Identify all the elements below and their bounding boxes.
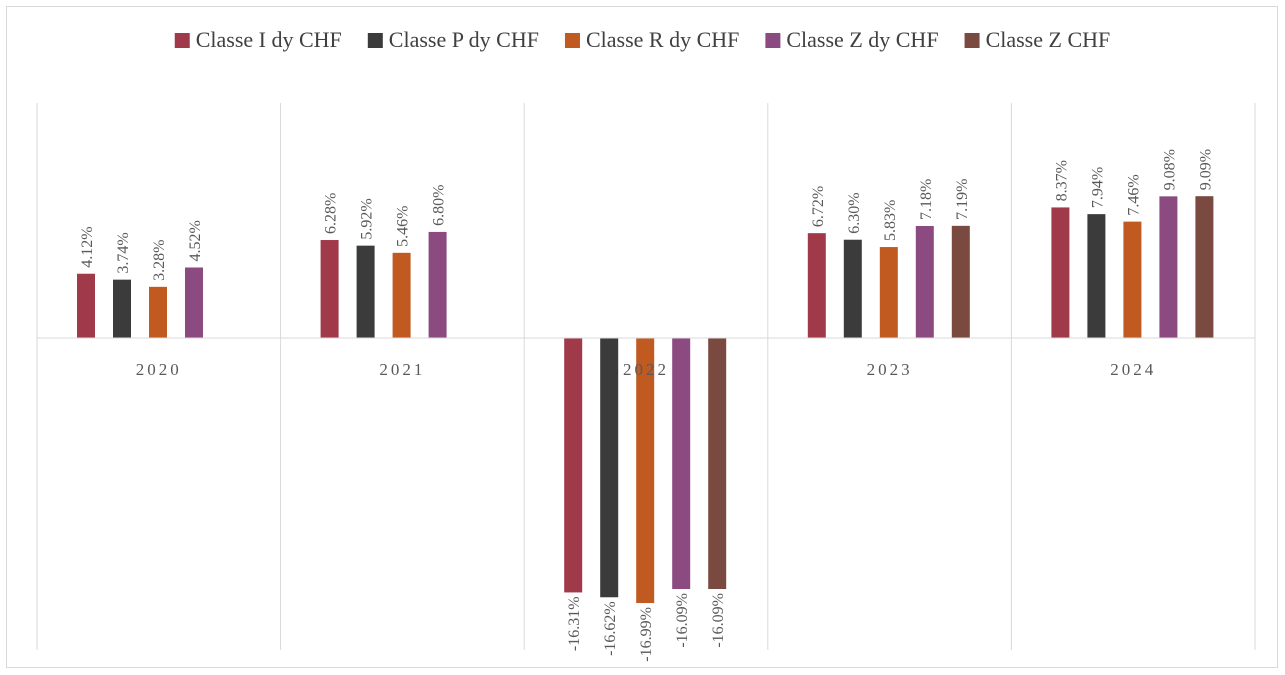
bar [843, 239, 862, 338]
legend-label: Classe I dy CHF [196, 27, 342, 52]
legend-swatch [964, 33, 980, 48]
data-label: 9.08% [1161, 149, 1178, 190]
x-tick-label: 2024 [1110, 360, 1156, 379]
data-label: -16.62% [602, 601, 619, 656]
bar [1195, 196, 1214, 338]
data-label: 9.09% [1197, 149, 1214, 190]
bar [1051, 207, 1070, 338]
x-tick-label: 2020 [136, 360, 182, 379]
data-label: -16.09% [710, 593, 727, 648]
legend-swatch [564, 33, 580, 48]
bar [708, 338, 727, 590]
legend-item: Classe P dy CHF [367, 27, 539, 52]
gridlines [36, 103, 1256, 650]
x-tick-label: 2021 [379, 360, 425, 379]
legend-item: Classe R dy CHF [564, 27, 739, 52]
bar [951, 225, 970, 338]
bar [356, 245, 375, 338]
bar [77, 273, 95, 338]
bar [392, 252, 411, 338]
x-tick-label: 2022 [623, 360, 669, 379]
data-label: 6.72% [810, 186, 827, 227]
data-labels: 4.12% 3.74% 3.28% 4.52% 6.28% 5.92% 5.46% 6.80%… [79, 149, 1214, 662]
bar [915, 225, 934, 338]
bar [807, 233, 826, 338]
legend-item: Classe I dy CHF [174, 27, 342, 52]
legend-label: Classe R dy CHF [586, 27, 739, 52]
bar [636, 338, 655, 604]
legend: Classe I dy CHF Classe P dy CHF Classe R d… [174, 27, 1111, 52]
data-label: 3.74% [115, 232, 132, 273]
legend-swatch [174, 33, 190, 48]
data-label: 6.80% [431, 185, 448, 226]
legend-item: Classe Z dy CHF [765, 27, 939, 52]
legend-swatch [367, 33, 383, 48]
bar [1159, 196, 1178, 338]
x-tick-label: 2023 [867, 360, 913, 379]
data-label: 6.28% [323, 193, 340, 234]
bar [149, 286, 167, 338]
legend-label: Classe P dy CHF [389, 27, 539, 52]
legend-item: Classe Z CHF [964, 27, 1111, 52]
bar [564, 338, 583, 593]
data-label: 5.92% [359, 198, 376, 239]
data-label: 7.19% [954, 179, 971, 220]
data-label: 4.52% [187, 220, 204, 261]
data-label: 3.28% [151, 240, 168, 281]
category-ticks: 2020 2021 2022 2023 2024 [136, 360, 1156, 379]
data-label: -16.09% [674, 593, 691, 648]
data-label: 7.18% [918, 179, 935, 220]
bars [77, 196, 1214, 604]
legend-label: Classe Z CHF [986, 27, 1111, 52]
bar [113, 279, 131, 338]
bar [428, 231, 447, 338]
data-label: -16.31% [566, 596, 583, 651]
data-label: 5.46% [395, 205, 412, 246]
data-label: 5.83% [882, 200, 899, 241]
data-label: 8.37% [1053, 160, 1070, 201]
bar [1123, 221, 1142, 338]
bar [672, 338, 691, 590]
data-label: 7.94% [1089, 167, 1106, 208]
bar [1087, 214, 1106, 338]
legend-label: Classe Z dy CHF [786, 27, 938, 52]
bar [879, 247, 898, 338]
data-label: -16.99% [638, 607, 655, 662]
data-label: 6.30% [846, 192, 863, 233]
bar [320, 240, 339, 338]
data-label: 4.12% [79, 226, 96, 267]
data-label: 7.46% [1125, 174, 1142, 215]
bar [600, 338, 619, 598]
bar [185, 267, 203, 338]
legend-swatch [765, 33, 781, 48]
